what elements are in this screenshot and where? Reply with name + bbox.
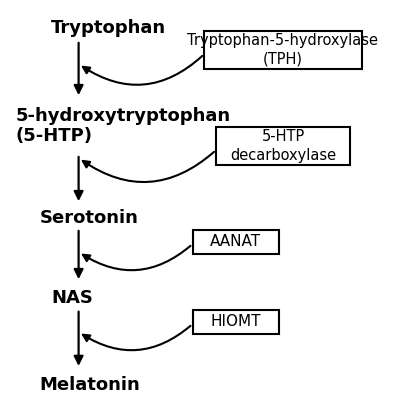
Text: 5-hydroxytryptophan
(5-HTP): 5-hydroxytryptophan (5-HTP) [16,107,231,146]
Text: NAS: NAS [51,289,93,307]
Text: Melatonin: Melatonin [39,376,140,394]
Bar [193,230,279,254]
Bar [216,127,350,165]
FancyArrowPatch shape [83,56,202,85]
FancyArrowPatch shape [83,326,191,350]
FancyArrowPatch shape [83,152,214,182]
Text: Tryptophan: Tryptophan [51,19,166,37]
FancyArrowPatch shape [83,246,191,270]
Text: 5-HTP
decarboxylase: 5-HTP decarboxylase [230,129,336,163]
Bar [193,310,279,334]
Text: Tryptophan-5-hydroxylase
(TPH): Tryptophan-5-hydroxylase (TPH) [187,33,378,67]
Text: AANAT: AANAT [210,234,261,250]
Text: HIOMT: HIOMT [211,314,261,330]
Text: Serotonin: Serotonin [39,209,138,227]
Bar [204,31,362,69]
